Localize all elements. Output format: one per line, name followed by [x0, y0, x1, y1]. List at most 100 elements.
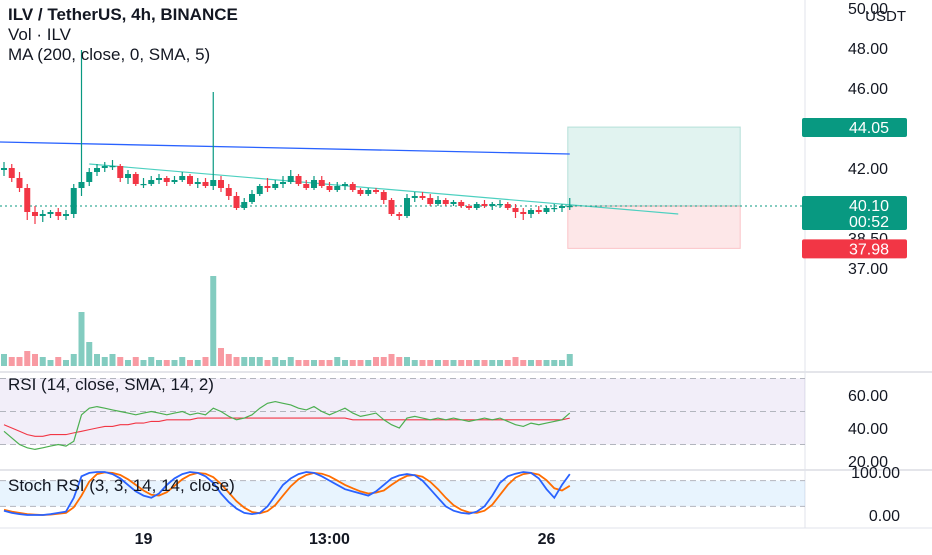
volume-bar [326, 360, 333, 366]
volume-bar [264, 360, 271, 366]
volume-bar [70, 354, 77, 366]
volume-bar [349, 360, 356, 366]
volume-bar [171, 360, 178, 366]
candle-body [280, 182, 286, 184]
volume-bar [303, 360, 310, 366]
volume-bar [411, 360, 418, 366]
time-axis-label: 13:00 [309, 531, 350, 548]
price-tag-box [802, 239, 907, 259]
candle-body [388, 200, 395, 214]
candle-body [489, 204, 496, 206]
candle-body [512, 208, 519, 212]
volume-bar [32, 354, 38, 366]
candle-body [218, 180, 224, 188]
candle-body [210, 180, 217, 186]
volume-bar [419, 360, 426, 366]
volume-bar [117, 357, 124, 366]
symbol-title[interactable]: ILV / TetherUS, 4h, BINANCE [8, 5, 238, 24]
candle-body [559, 206, 565, 208]
candle-body [326, 186, 333, 190]
volume-bar [566, 354, 573, 366]
candle-body [380, 192, 387, 200]
volume-bar [47, 360, 54, 366]
volume-bar [280, 360, 286, 366]
volume-bar [473, 360, 480, 366]
volume-bar [1, 354, 7, 366]
volume-bar [520, 360, 527, 366]
candle-body [504, 204, 511, 208]
volume-bar [55, 357, 62, 366]
candle-body [86, 172, 93, 182]
volume-bar [442, 360, 449, 366]
candle-body [318, 180, 325, 186]
candle-body [256, 186, 263, 194]
candle-body [528, 210, 534, 214]
candle-body [435, 200, 441, 204]
volume-bar [512, 357, 519, 366]
candle-body [63, 214, 69, 216]
volume-bar [373, 357, 379, 366]
stoch-axis-tick: 0.00 [869, 508, 900, 525]
candle-body [78, 182, 85, 188]
candle-body [450, 202, 457, 204]
candle-body [349, 184, 356, 190]
rsi-pane-label: RSI (14, close, SMA, 14, 2) [8, 375, 214, 394]
volume-bar [450, 360, 457, 366]
ma-legend[interactable]: MA (200, close, 0, SMA, 5) [8, 45, 211, 64]
candle-body [187, 176, 193, 184]
candle-body [109, 166, 116, 168]
price-axis-tick: 42.00 [848, 161, 888, 178]
volume-bar [357, 360, 364, 366]
candle-body [8, 168, 15, 178]
price-tag-value: 40.10 [849, 198, 889, 215]
candle-body [404, 198, 410, 216]
candle-body [497, 204, 503, 206]
volume-bar [241, 357, 248, 366]
volume-bar [225, 354, 232, 366]
volume-bar [365, 360, 372, 366]
volume-bar [179, 357, 186, 366]
rsi-axis-tick: 60.00 [848, 388, 888, 405]
candle-body [458, 202, 465, 206]
candle-body [442, 200, 449, 204]
stoch-axis-tick: 100.00 [851, 465, 900, 482]
candle-body [233, 196, 240, 208]
volume-bar [311, 360, 317, 366]
candle-body [171, 180, 178, 182]
candle-body [179, 176, 186, 180]
volume-bar [504, 360, 511, 366]
volume-bar [535, 360, 542, 366]
time-axis-label: 26 [538, 531, 556, 548]
volume-bar [24, 351, 31, 366]
candle-body [481, 204, 488, 206]
candle-body [396, 214, 403, 216]
rsi-line [3, 400, 571, 451]
candle-body [117, 166, 124, 178]
price-axis-tick: 50.00 [848, 1, 888, 18]
volume-bar [8, 357, 15, 366]
volume-bar [16, 357, 23, 366]
volume-bar [427, 360, 434, 366]
volume-bar [39, 357, 46, 366]
volume-bar [78, 312, 85, 366]
candle-body [24, 188, 31, 212]
candle-body [70, 188, 77, 214]
candle-body [543, 208, 550, 212]
volume-bar [125, 360, 131, 366]
candle-body [295, 176, 302, 184]
volume-bar [94, 354, 100, 366]
currency-unit-label: USDT [865, 8, 906, 25]
candle-body [373, 190, 379, 192]
volume-bar [148, 357, 155, 366]
volume-bar [342, 360, 348, 366]
volume-bar [481, 360, 488, 366]
candle-body [264, 186, 271, 188]
volume-bar [163, 360, 170, 366]
volume-bar [435, 360, 441, 366]
candle-body [334, 186, 341, 190]
volume-legend[interactable]: Vol · ILV [8, 25, 71, 44]
volume-bar [287, 357, 294, 366]
volume-bar [396, 357, 403, 366]
volume-bar [218, 348, 224, 366]
